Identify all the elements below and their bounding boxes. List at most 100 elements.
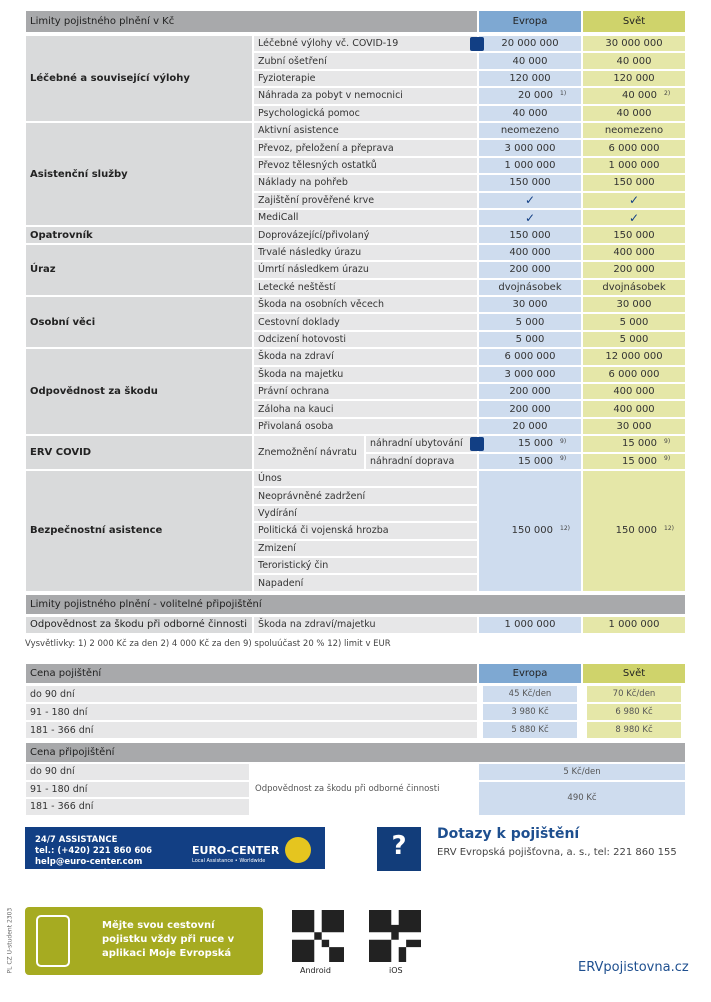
world-value: ✓ — [582, 191, 686, 209]
europe-value: 6 000 000 — [478, 348, 582, 366]
europe-value: 200 000 — [478, 400, 582, 418]
europe-value: 200 000 — [478, 383, 582, 401]
item-label: Úmrtí následkem úrazu — [253, 261, 478, 279]
item-label: Odcizení hotovosti — [253, 330, 478, 349]
europe-value: 40 000 — [478, 104, 582, 122]
price-europe: 5 880 Kč — [482, 721, 578, 739]
item-label: Škoda na zdraví/majetku — [253, 615, 478, 634]
world-value: 200 000 — [582, 261, 686, 279]
item-label: Léčebné výlohy vč. COVID-19 — [253, 35, 478, 53]
side-code: PL CZ U-student 2303 — [6, 907, 14, 974]
europe-value-note: 9) — [560, 455, 567, 463]
item-label: Škoda na zdraví — [253, 348, 478, 366]
item-label: Zubní ošetření — [253, 52, 478, 70]
qr-android — [292, 910, 344, 962]
price-world: 70 Kč/den — [586, 685, 682, 703]
logo-text: EURO-CENTER — [192, 844, 280, 857]
item-label: Právní ochrana — [253, 383, 478, 401]
price-world: 8 980 Kč — [586, 721, 682, 739]
item-label: Náhrada za pobyt v nemocnici — [253, 87, 478, 105]
item-label: Vydírání — [253, 504, 478, 523]
ios-label: iOS — [389, 966, 403, 975]
world-value: 5 000 — [582, 313, 686, 331]
world-value: 1 000 000 — [582, 615, 686, 634]
world-value: 1 000 000 — [582, 156, 686, 175]
covid-icon — [470, 36, 484, 51]
world-value: 150 000 — [582, 470, 686, 592]
supplement-long: 490 Kč — [478, 780, 686, 816]
table-title: Limity pojistného plnění v Kč — [25, 10, 478, 33]
item-label: Převoz, přeložení a přeprava — [253, 139, 478, 157]
supplement-label: 181 - 366 dní — [25, 798, 250, 816]
europe-value: 200 000 — [478, 261, 582, 279]
world-value: 6 000 000 — [582, 139, 686, 157]
group-name: ERV COVID — [25, 435, 253, 470]
world-value: 12 000 000 — [582, 348, 686, 366]
world-value: 120 000 — [582, 69, 686, 88]
europe-value-note: 1) — [560, 89, 567, 97]
android-label: Android — [300, 966, 331, 975]
question-box — [377, 827, 421, 871]
world-value-note: 9) — [664, 437, 671, 445]
world-value: 400 000 — [582, 243, 686, 262]
item-label: Škoda na majetku — [253, 365, 478, 383]
optional-title: Limity pojistného plnění - volitelné při… — [25, 593, 686, 615]
item-label: Škoda na osobních věcech — [253, 296, 478, 314]
europe-value: 150 000 — [478, 226, 582, 244]
group-name: Asistenční služby — [25, 122, 253, 227]
group-name: Opatrovník — [25, 226, 253, 244]
europe-value: 150 000 — [478, 470, 582, 592]
europe-value: 150 000 — [478, 174, 582, 192]
europe-value: 400 000 — [478, 243, 582, 262]
europe-value-note: 9) — [560, 437, 567, 445]
world-value: 30 000 — [582, 417, 686, 436]
column-europe: Evropa — [478, 663, 582, 684]
world-value: 15 000 — [582, 435, 686, 453]
item-label: Psychologická pomoc — [253, 104, 478, 122]
price-label: do 90 dní — [25, 685, 478, 703]
price-world: 6 980 Kč — [586, 703, 682, 721]
group-name: Odpovědnost za škodu při odborné činnost… — [25, 615, 253, 634]
item-label: Převoz tělesných ostatků — [253, 156, 478, 175]
item-label: Náklady na pohřeb — [253, 174, 478, 192]
item-label: Zajištění prověřené krve — [253, 191, 478, 209]
world-value: neomezeno — [582, 122, 686, 140]
price-label: 91 - 180 dní — [25, 703, 478, 721]
europe-value: ✓ — [478, 209, 582, 227]
europe-value: 120 000 — [478, 69, 582, 88]
world-value: 40 000 — [582, 52, 686, 70]
world-value: 40 000 — [582, 104, 686, 122]
europe-value: 20 000 — [478, 417, 582, 436]
item-label: Znemožnění návratu — [253, 435, 365, 470]
price-label: 181 - 366 dní — [25, 721, 478, 739]
assistance-line: help@euro-center.com — [35, 857, 143, 867]
world-value: 5 000 — [582, 330, 686, 349]
europe-value: dvojnásobek — [478, 278, 582, 296]
price-europe: 45 Kč/den — [482, 685, 578, 703]
europe-value: 1 000 000 — [478, 156, 582, 175]
europe-value: 20 000 — [478, 87, 582, 105]
questions-text: ERV Evropská pojišťovna, a. s., tel: 221… — [437, 847, 677, 858]
item-label: Letecké neštěstí — [253, 278, 478, 296]
world-value: 30 000 000 — [582, 35, 686, 53]
europe-value: 1 000 000 — [478, 615, 582, 634]
item-label: Zmizení — [253, 539, 478, 557]
column-world: Svět — [582, 663, 686, 684]
item-label: Fyzioterapie — [253, 69, 478, 88]
world-value: 150 000 — [582, 226, 686, 244]
group-name: Bezpečnostní asistence — [25, 470, 253, 592]
world-value: dvojnásobek — [582, 278, 686, 296]
europe-value: 15 000 — [478, 435, 582, 453]
assistance-box — [25, 827, 325, 869]
world-value: 400 000 — [582, 400, 686, 418]
price-europe: 3 980 Kč — [482, 703, 578, 721]
europe-value: 5 000 — [478, 330, 582, 349]
prices-title: Cena pojištění — [25, 663, 478, 684]
supplement-label: do 90 dní — [25, 763, 250, 781]
item-label: Záloha na kauci — [253, 400, 478, 418]
website: ERVpojistovna.cz — [578, 960, 689, 975]
logo-tagline: Local Assistance • Worldwide — [192, 858, 266, 864]
covid-icon — [470, 436, 484, 451]
item-label: Doprovázející/přivolaný — [253, 226, 478, 244]
